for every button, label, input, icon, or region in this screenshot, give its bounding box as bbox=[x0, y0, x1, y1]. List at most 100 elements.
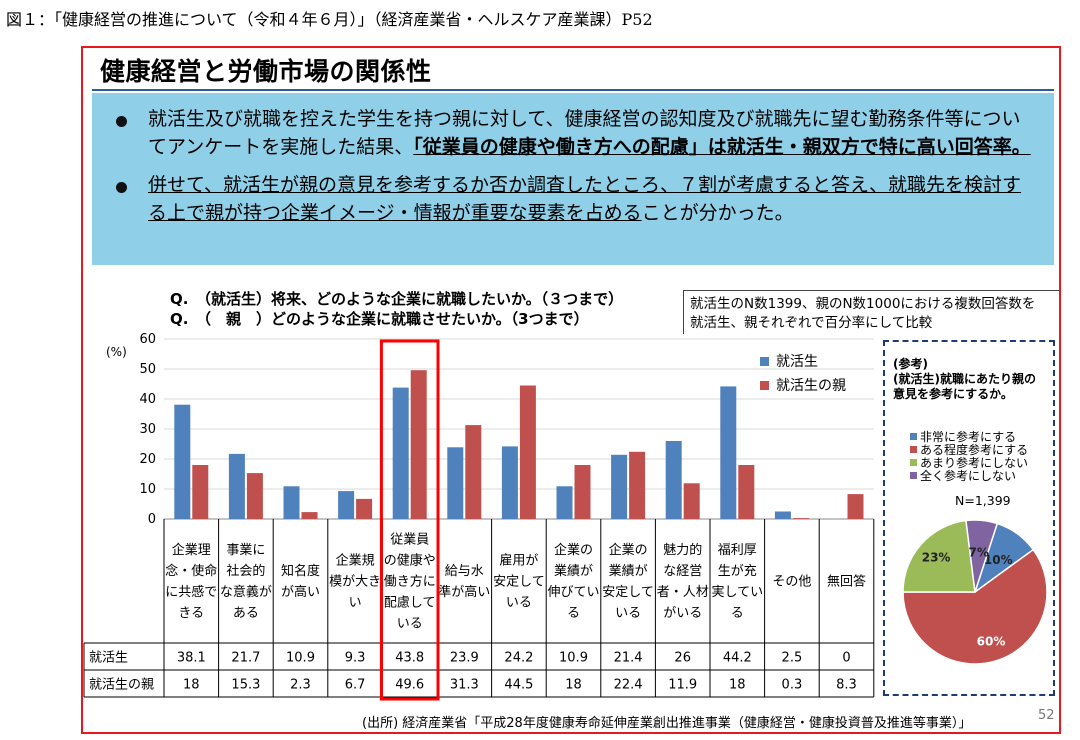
pie-slice bbox=[902, 548, 1048, 665]
pie-slice-label: 10% bbox=[984, 553, 1013, 567]
bar-parent bbox=[683, 483, 700, 519]
summary-box: 就活生及び就職を控えた学生を持つ親に対して、健康経営の認知度及び就職先に望む勤務… bbox=[92, 93, 1054, 265]
bullet-1-text: 就活生及び就職を控えた学生を持つ親に対して、健康経営の認知度及び就職先に望む勤務… bbox=[148, 108, 1021, 158]
table-cell: 26 bbox=[674, 651, 691, 666]
table-cell: 43.8 bbox=[395, 651, 424, 666]
bar-student bbox=[174, 404, 191, 519]
table-cell: 23.9 bbox=[450, 651, 479, 666]
pie-slice-label: 60% bbox=[977, 634, 1006, 648]
table-cell: 49.6 bbox=[395, 678, 424, 693]
legend-swatch-icon bbox=[910, 446, 917, 453]
y-tick-label: 20 bbox=[139, 452, 156, 467]
bar-parent bbox=[738, 465, 755, 519]
pie-legend-item: 全く参考にしない bbox=[910, 470, 1016, 483]
bar-student bbox=[665, 441, 682, 519]
bullet-2-text: 併せて、就活生が親の意見を参考するか否か調査したところ、７割が考慮すると答え、就… bbox=[148, 174, 1022, 224]
pie-legend-item: あまり参考にしない bbox=[910, 457, 1028, 470]
category-label: いる bbox=[397, 617, 423, 632]
y-tick-label: 60 bbox=[139, 332, 156, 347]
note-box: 就活生のN数1399、親のN数1000における複数回答数を 就活生、親それぞれで… bbox=[683, 290, 1059, 334]
category-label: 配慮して bbox=[384, 596, 436, 611]
category-label: に共感で bbox=[165, 584, 217, 600]
table-cell: 6.7 bbox=[345, 678, 366, 693]
category-label: いる bbox=[506, 596, 532, 611]
table-cell: 18 bbox=[183, 678, 200, 693]
category-label: 福利厚 bbox=[718, 543, 757, 558]
table-cell: 44.2 bbox=[723, 651, 752, 666]
category-label: 念・使命 bbox=[165, 563, 217, 579]
category-label: な意義が bbox=[220, 584, 272, 600]
bar-student bbox=[392, 387, 409, 519]
category-label: 企業規 bbox=[336, 553, 375, 569]
bullet-dot-icon bbox=[116, 116, 127, 127]
source-note: (出所) 経済産業省「平成28年度健康寿命延伸産業創出推進事業（健康経営・健康投… bbox=[362, 716, 972, 731]
category-label: きる bbox=[178, 606, 204, 621]
note-line-1: 就活生のN数1399、親のN数1000における複数回答数を bbox=[690, 296, 1036, 312]
bullet-dot-icon bbox=[116, 182, 127, 193]
bar-student bbox=[611, 454, 628, 519]
bar-parent bbox=[301, 512, 318, 519]
table-cell: 21.4 bbox=[614, 651, 643, 666]
category-label: 実してい bbox=[711, 584, 763, 600]
bar-parent bbox=[847, 494, 864, 519]
category-label: がいる bbox=[663, 606, 702, 621]
reference-title-line-1: (参考) bbox=[893, 357, 928, 371]
category-label: る bbox=[731, 606, 744, 621]
category-label: 事業に bbox=[226, 542, 265, 558]
bar-parent bbox=[465, 425, 482, 519]
table-row-label: 就活生 bbox=[89, 651, 128, 666]
table-cell: 44.5 bbox=[504, 678, 533, 693]
reference-title: (参考) (就活生)就職にあたり親の 意見を参考にするか。 bbox=[893, 357, 1036, 402]
category-label: 生が充 bbox=[718, 563, 757, 579]
table-cell: 18 bbox=[565, 678, 582, 693]
category-label: 企業理 bbox=[172, 542, 211, 558]
note-line-2: 就活生、親それぞれで百分率にして比較 bbox=[690, 315, 933, 331]
highlight-frame bbox=[81, 46, 1061, 734]
bar-parent bbox=[192, 465, 209, 519]
bar-parent bbox=[629, 451, 646, 519]
y-axis-label: (%) bbox=[106, 345, 127, 359]
table-cell: 0.3 bbox=[782, 678, 803, 693]
legend-swatch-icon bbox=[910, 472, 917, 479]
reference-title-line-2: (就活生)就職にあたり親の bbox=[893, 372, 1036, 386]
pie-slice bbox=[902, 519, 976, 593]
pie-n-label: N=1,399 bbox=[955, 493, 1011, 508]
bar-student bbox=[447, 447, 464, 519]
pie-legend-label: ある程度参考にする bbox=[920, 443, 1029, 457]
category-label: が高い bbox=[281, 584, 320, 600]
category-label: その他 bbox=[772, 575, 811, 590]
y-tick-label: 10 bbox=[139, 482, 156, 497]
pie-legend-item: 非常に参考にする bbox=[910, 431, 1016, 444]
category-label: 無回答 bbox=[827, 574, 866, 590]
category-label: の健康や bbox=[384, 553, 436, 569]
table-cell: 24.2 bbox=[504, 651, 533, 666]
legend-label-student: 就活生 bbox=[776, 354, 818, 370]
legend-swatch-icon bbox=[910, 459, 917, 466]
y-tick-label: 40 bbox=[139, 392, 156, 407]
table-cell: 9.3 bbox=[345, 651, 366, 666]
bar-parent bbox=[792, 518, 809, 519]
category-label: 安定して bbox=[602, 585, 654, 600]
pie-slice-label: 7% bbox=[969, 546, 989, 560]
category-label: 業績が bbox=[609, 563, 648, 579]
table-cell: 2.3 bbox=[290, 678, 311, 693]
category-label: 業績が bbox=[554, 563, 593, 579]
table-cell: 38.1 bbox=[177, 651, 206, 666]
bullet-1-emphasis: 「従業員の健康や働き方への配慮」は就活生・親双方で特に高い回答率。 bbox=[413, 136, 1031, 158]
category-label: 伸びてい bbox=[547, 585, 599, 600]
category-label: 者・人材 bbox=[657, 585, 709, 600]
table-cell: 10.9 bbox=[286, 651, 315, 666]
category-label: 安定して bbox=[493, 575, 545, 590]
table-cell: 8.3 bbox=[836, 678, 857, 693]
category-label: 企業の bbox=[609, 542, 648, 558]
bar-student bbox=[556, 486, 573, 519]
category-label: 働き方に bbox=[384, 574, 436, 590]
bar-student bbox=[228, 453, 245, 519]
bar-student bbox=[501, 446, 518, 519]
bullet-2-tail: ことが分かった。 bbox=[641, 202, 794, 224]
table-cell: 21.7 bbox=[231, 651, 260, 666]
bar-student bbox=[338, 491, 355, 519]
legend-swatch-icon bbox=[760, 357, 769, 366]
category-label: 準が高い bbox=[438, 584, 490, 600]
